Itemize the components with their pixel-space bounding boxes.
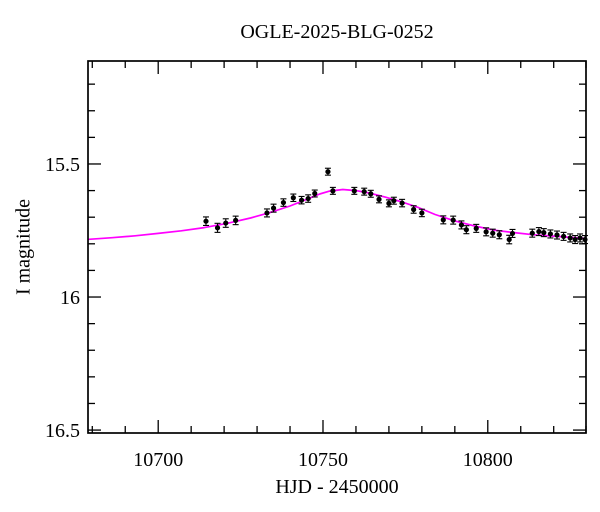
x-tick-label: 10800: [463, 449, 513, 471]
y-axis-label: I magnitude: [12, 198, 35, 296]
data-point: [496, 230, 503, 240]
data-point: [560, 231, 567, 241]
model-curve: [88, 188, 587, 241]
data-point: [529, 228, 536, 238]
data-point: [540, 228, 547, 238]
x-tick-label: 10700: [133, 449, 183, 471]
data-point: [440, 215, 447, 225]
data-point: [410, 205, 417, 214]
y-tick-labels: 15.5 16 16.5: [45, 154, 80, 442]
plot-frame: [87, 60, 587, 434]
data-point: [329, 186, 336, 195]
data-point: [418, 208, 425, 218]
data-point: [572, 235, 579, 245]
data-point: [305, 194, 312, 203]
data-point: [311, 189, 318, 198]
data-point: [222, 218, 229, 228]
data-point: [399, 198, 406, 208]
data-point: [506, 234, 513, 245]
data-point: [367, 189, 374, 198]
data-points: [202, 167, 589, 245]
data-point: [376, 195, 383, 204]
data-point: [547, 229, 554, 239]
y-ticks: [88, 83, 586, 431]
x-tick-label: 10750: [298, 449, 348, 471]
data-point: [483, 227, 490, 237]
data-point: [450, 215, 457, 225]
data-point: [214, 222, 221, 233]
data-point: [567, 233, 574, 243]
data-point: [509, 228, 516, 238]
x-axis-label: HJD - 2450000: [275, 476, 399, 498]
data-point: [280, 198, 287, 207]
data-point: [324, 167, 331, 176]
data-point: [390, 196, 397, 205]
data-point: [263, 208, 270, 218]
y-tick-label: 15.5: [45, 154, 80, 176]
data-point: [463, 225, 470, 235]
plot-title: OGLE-2025-BLG-0252: [240, 21, 434, 43]
data-point: [351, 186, 358, 195]
y-tick-label: 16: [60, 287, 80, 309]
data-point: [473, 223, 480, 233]
data-point: [489, 228, 496, 238]
data-point: [232, 215, 239, 226]
y-tick-label: 16.5: [45, 420, 80, 442]
data-point: [202, 216, 209, 226]
data-point: [458, 220, 465, 230]
data-point: [270, 203, 277, 213]
x-ticks: [91, 61, 587, 433]
data-point: [385, 199, 392, 208]
data-point: [577, 233, 584, 243]
data-point: [298, 195, 305, 205]
data-point: [553, 230, 560, 240]
data-point: [535, 227, 542, 237]
data-point: [290, 193, 297, 203]
x-tick-labels: 10700 10750 10800: [133, 449, 513, 471]
data-point: [361, 187, 368, 196]
